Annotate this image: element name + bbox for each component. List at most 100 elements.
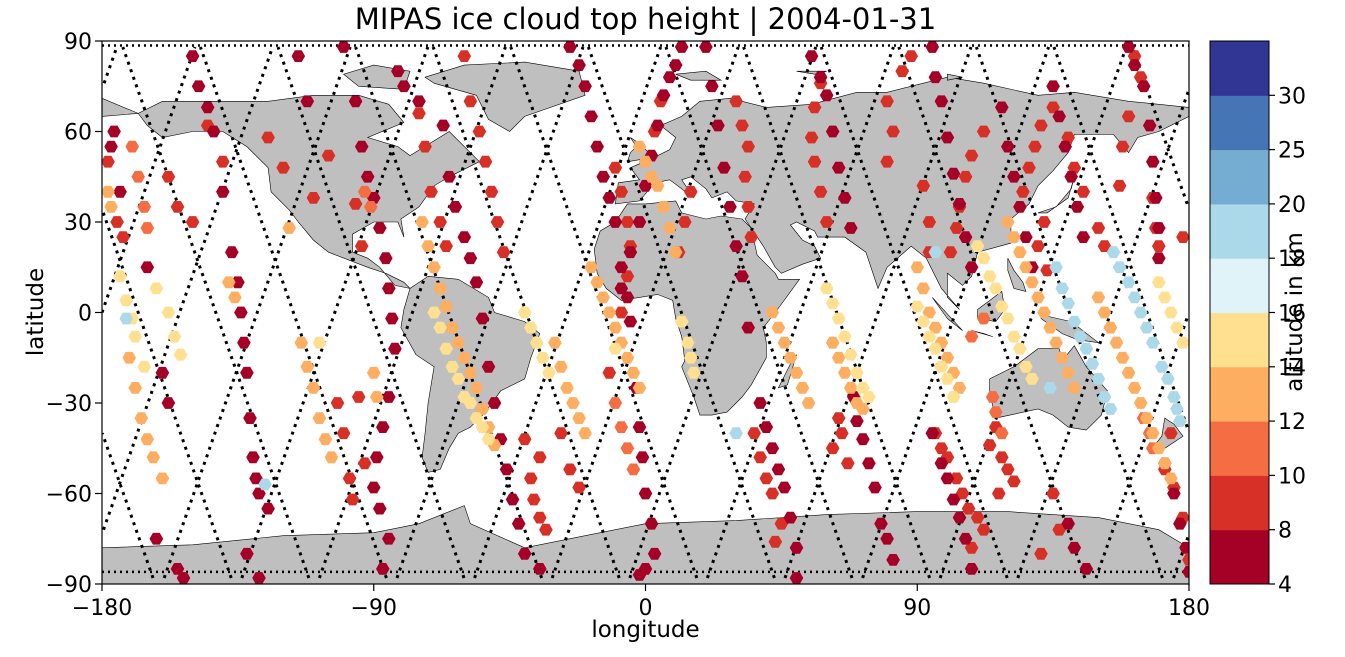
data-point — [1121, 41, 1136, 53]
colorbar-tick-label: 18 — [1278, 247, 1306, 272]
data-point — [119, 312, 133, 325]
data-point — [955, 487, 970, 500]
data-point — [1127, 382, 1142, 394]
data-point — [1013, 342, 1027, 355]
colorbar-tick-label: 12 — [1278, 410, 1306, 435]
data-point — [102, 185, 115, 198]
data-point — [1019, 261, 1033, 274]
data-point — [1103, 321, 1118, 334]
data-point — [1055, 282, 1069, 295]
data-point — [759, 472, 774, 485]
data-point — [1091, 291, 1106, 304]
y-tick-label: −90 — [46, 573, 92, 598]
data-point — [910, 300, 924, 313]
data-point — [1067, 315, 1082, 328]
data-point — [206, 125, 221, 138]
data-point — [363, 201, 378, 213]
data-point — [626, 463, 641, 476]
data-point — [1097, 306, 1112, 319]
data-point — [678, 216, 692, 228]
data-point — [1170, 321, 1184, 334]
data-point — [222, 276, 236, 289]
data-point — [976, 252, 991, 265]
data-point — [376, 563, 390, 575]
data-point — [644, 517, 659, 530]
data-point — [1158, 291, 1172, 304]
data-point — [1016, 185, 1030, 198]
data-point — [439, 240, 453, 252]
orbit-track — [102, 46, 1189, 579]
data-point — [436, 119, 450, 132]
data-point — [457, 50, 472, 62]
data-point — [161, 397, 176, 409]
data-point — [1049, 261, 1063, 274]
data-point — [1146, 427, 1160, 440]
data-point — [469, 412, 484, 424]
data-point — [463, 366, 478, 379]
data-point — [831, 351, 846, 364]
data-point — [632, 216, 647, 228]
data-point — [342, 472, 357, 485]
data-point — [433, 321, 447, 334]
data-point — [958, 231, 973, 243]
data-point — [1013, 246, 1027, 259]
data-point — [819, 216, 834, 228]
data-point — [1097, 391, 1112, 403]
data-point — [632, 382, 647, 394]
data-point — [185, 216, 200, 228]
data-point — [131, 170, 145, 183]
data-point — [370, 391, 384, 403]
data-point — [777, 336, 792, 349]
data-point — [119, 294, 133, 307]
data-point — [572, 481, 586, 494]
orbit-track — [395, 46, 585, 579]
colorbar-tick-label: 16 — [1278, 302, 1306, 327]
data-point — [1061, 131, 1075, 144]
data-point — [789, 572, 804, 584]
data-point — [620, 351, 635, 364]
orbit-track — [276, 46, 466, 579]
data-point — [1043, 382, 1057, 394]
data-point — [572, 59, 586, 71]
data-point — [638, 179, 653, 192]
data-point — [472, 125, 487, 138]
data-point — [439, 342, 453, 355]
data-point — [638, 487, 653, 500]
data-point — [1136, 80, 1151, 93]
data-point — [662, 71, 677, 84]
data-point — [1173, 517, 1187, 530]
data-point — [1052, 110, 1066, 123]
data-point — [711, 119, 725, 132]
data-point — [1161, 373, 1175, 385]
data-point — [1046, 487, 1060, 500]
data-point — [1097, 240, 1112, 252]
data-point — [934, 442, 949, 455]
data-point — [910, 261, 924, 274]
x-tick-label: −180 — [72, 596, 132, 621]
data-point — [650, 179, 665, 192]
data-point — [1034, 119, 1048, 132]
data-point — [662, 222, 677, 234]
data-point — [379, 252, 393, 265]
data-point — [862, 391, 876, 403]
data-point — [982, 270, 997, 283]
x-tick-label: 180 — [1168, 596, 1210, 621]
data-point — [674, 41, 689, 53]
data-point — [1152, 252, 1166, 265]
data-point — [554, 360, 568, 373]
data-point — [173, 348, 188, 361]
orbit-track — [705, 46, 895, 579]
data-point — [964, 261, 979, 274]
data-point — [252, 487, 266, 500]
data-point — [240, 366, 254, 379]
data-point — [140, 261, 155, 274]
land-mass — [1007, 258, 1027, 292]
data-point — [1019, 231, 1033, 243]
data-point — [487, 397, 502, 409]
data-point — [104, 140, 118, 153]
data-point — [149, 532, 164, 545]
colorbar-segment — [1210, 41, 1269, 96]
orbit-track — [550, 46, 740, 579]
data-point — [517, 306, 532, 319]
data-point — [116, 231, 130, 243]
